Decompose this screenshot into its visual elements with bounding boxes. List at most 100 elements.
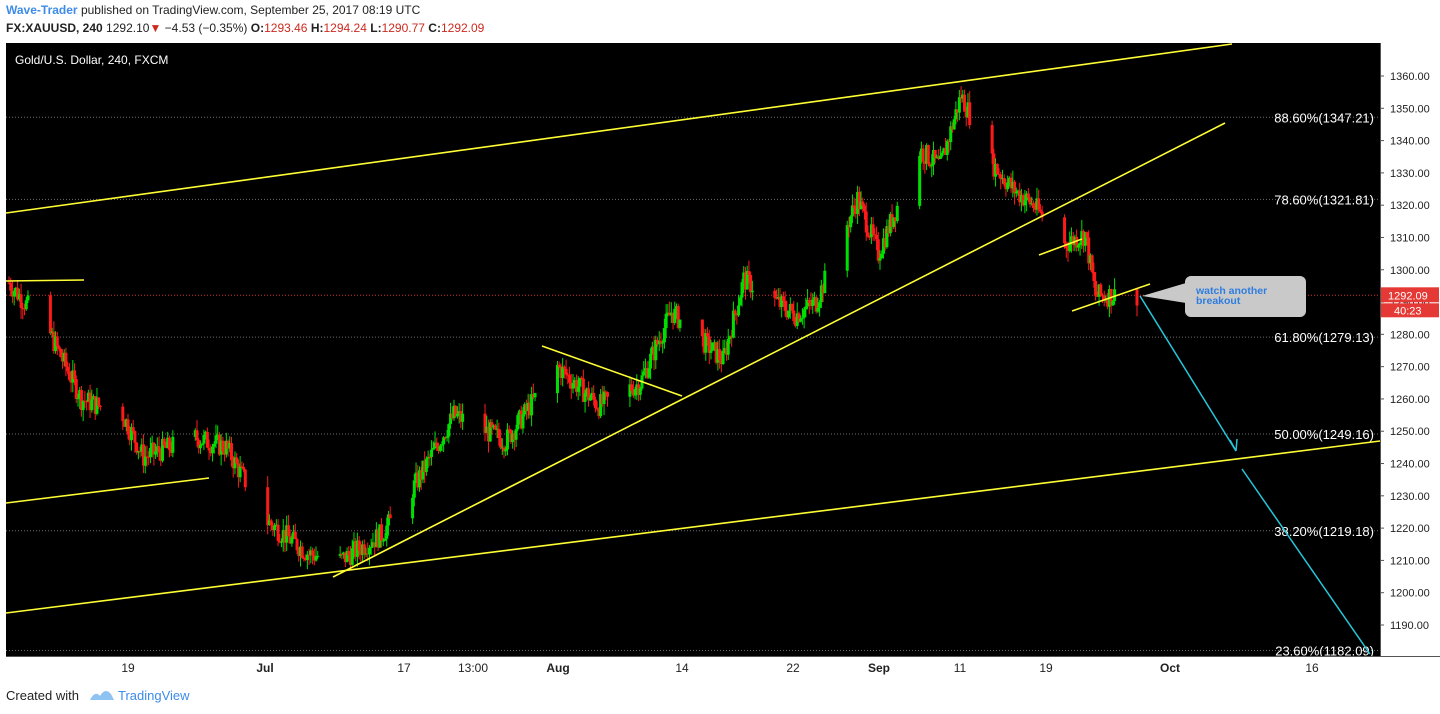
candle-down [871, 224, 875, 235]
candle-up [417, 470, 421, 488]
countdown-tag [1381, 303, 1439, 318]
candle-down [990, 125, 994, 154]
candle-up [385, 525, 389, 539]
candle-up [578, 377, 582, 387]
tradingview-link[interactable]: TradingView [118, 688, 190, 703]
candle-down [999, 174, 1003, 180]
price-tick-label: 1320.00 [1390, 200, 1430, 212]
candle-up [709, 350, 713, 353]
candle-down [862, 205, 866, 212]
candle-up [740, 282, 744, 298]
candle-down [9, 282, 13, 291]
candle-down [950, 126, 954, 130]
time-axis[interactable]: 19 Jul 17 13:00 Aug 14 22 Sep 11 19 Oct 16 [6, 656, 1440, 680]
candle-up [816, 307, 820, 312]
candle-up [918, 156, 922, 206]
candle-up [662, 328, 666, 343]
candle-down [857, 191, 861, 210]
candle-up [859, 201, 863, 210]
countdown-label: 40:23 [1394, 305, 1422, 317]
candle-down [67, 371, 71, 380]
candle-down [217, 434, 221, 455]
candle-up [1088, 255, 1092, 264]
candle-down [702, 336, 706, 353]
candle-up [150, 442, 154, 448]
candle-up [523, 404, 527, 415]
ohlc-legend: FX:XAUUSD, 240 1292.10▼ −4.53 (−0.35%) O… [6, 21, 484, 35]
candle-down [1021, 195, 1025, 206]
candle-up [1030, 203, 1034, 205]
candle-down [564, 368, 568, 375]
candle-up [737, 305, 741, 316]
candle-up [17, 294, 21, 300]
open-label: O: [250, 21, 265, 35]
candle-up [386, 514, 390, 526]
last-price: 1292.10 [106, 21, 150, 35]
candle-up [1078, 242, 1082, 246]
candle-up [238, 466, 242, 478]
candle-down [887, 226, 891, 234]
candle-down [1092, 271, 1096, 282]
candle-down [947, 140, 951, 143]
candle-down [1099, 284, 1103, 295]
candle-down [807, 299, 811, 303]
candle-up [711, 342, 715, 351]
candle-down [242, 467, 246, 470]
candle-up [590, 392, 594, 398]
price-axis[interactable]: 1360.00 1350.00 1340.00 1330.00 1320.00 1310.… [1380, 43, 1440, 656]
candle-up [505, 429, 509, 450]
candle-down [894, 217, 898, 222]
candle-down [88, 392, 92, 411]
candle-up [930, 164, 934, 167]
candle-up [856, 191, 860, 214]
candle-down [1002, 178, 1006, 185]
candle-down [209, 450, 213, 454]
chart-canvas[interactable]: 88.60%(1347.21) 78.60%(1321.81) 61.80%(127… [5, 43, 1381, 659]
candle-up [228, 443, 232, 449]
candle-up [364, 553, 368, 555]
candle-up [521, 414, 525, 429]
candle-up [935, 156, 939, 158]
candle-up [285, 525, 289, 543]
candle-up [273, 525, 277, 531]
candle-down [343, 552, 347, 563]
fib-level-label: 88.60%(1347.21) [1274, 110, 1374, 125]
price-tick-label: 1260.00 [1390, 394, 1430, 406]
candle-up [305, 554, 309, 561]
candle-up [361, 544, 365, 555]
candle-up [224, 440, 228, 455]
candle-up [219, 440, 223, 455]
candle-up [378, 524, 382, 548]
candle-down [725, 347, 729, 355]
candle-down [83, 400, 87, 402]
candle-up [1111, 301, 1115, 306]
candle-down [55, 336, 59, 347]
candle-down [349, 555, 353, 565]
candle-up [647, 368, 651, 378]
candle-down [574, 380, 578, 392]
candle-down [269, 520, 273, 526]
candle-up [433, 442, 437, 449]
candle-down [98, 405, 102, 407]
candle-up [166, 437, 170, 449]
candle-up [738, 297, 742, 306]
candle-up [635, 384, 639, 390]
candle-up [281, 529, 285, 542]
candle-up [802, 309, 806, 318]
chart-pane[interactable]: 88.60%(1347.21) 78.60%(1321.81) 61.80%(127… [5, 43, 1381, 659]
candle-down [128, 434, 132, 441]
candle-up [1000, 178, 1004, 180]
author-link[interactable]: Wave-Trader [6, 3, 78, 17]
fib-level-label: 38.20%(1219.18) [1274, 524, 1374, 539]
candle-down [968, 102, 972, 126]
candle-down [866, 232, 870, 237]
candle-up [664, 313, 668, 329]
candle-down [743, 272, 747, 290]
candle-down [1018, 190, 1022, 203]
candle-down [593, 399, 597, 409]
candle-down [226, 440, 230, 449]
candle-down [719, 360, 723, 364]
candle-up [845, 225, 849, 271]
candle-up [881, 238, 885, 254]
